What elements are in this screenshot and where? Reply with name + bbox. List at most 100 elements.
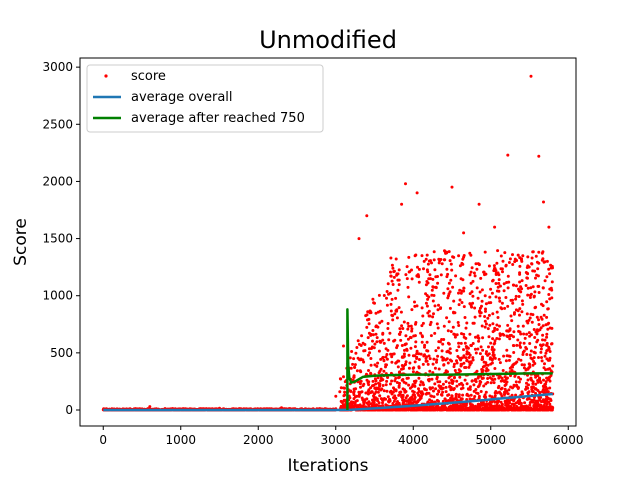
score-point bbox=[535, 260, 539, 264]
score-point bbox=[504, 399, 508, 403]
score-point bbox=[429, 334, 433, 338]
score-point bbox=[415, 352, 419, 356]
score-point bbox=[460, 408, 464, 412]
score-point bbox=[511, 283, 515, 287]
score-point bbox=[362, 382, 366, 386]
score-point bbox=[409, 336, 413, 340]
score-point bbox=[506, 153, 510, 157]
score-point bbox=[342, 375, 345, 379]
score-point bbox=[500, 267, 504, 271]
score-point bbox=[396, 272, 400, 276]
score-point bbox=[371, 384, 374, 388]
score-point bbox=[359, 379, 363, 383]
score-point bbox=[378, 309, 382, 313]
score-point bbox=[547, 345, 551, 349]
score-point bbox=[545, 395, 549, 399]
score-point bbox=[422, 267, 425, 271]
score-point bbox=[473, 306, 477, 310]
score-point bbox=[518, 307, 522, 311]
score-point bbox=[486, 363, 490, 367]
score-point bbox=[353, 395, 357, 399]
legend-box bbox=[86, 64, 324, 133]
score-point bbox=[441, 358, 445, 362]
score-point bbox=[472, 389, 476, 393]
score-point bbox=[425, 359, 429, 363]
score-point bbox=[468, 408, 471, 412]
score-point bbox=[369, 371, 373, 375]
score-point bbox=[534, 399, 538, 403]
score-point bbox=[427, 259, 431, 263]
score-point bbox=[359, 385, 362, 389]
score-point bbox=[367, 388, 371, 392]
score-point bbox=[511, 253, 514, 257]
y-tick-label: 1500 bbox=[42, 232, 73, 246]
score-point bbox=[530, 378, 533, 382]
score-point bbox=[427, 377, 431, 381]
score-point bbox=[375, 336, 379, 340]
score-point bbox=[537, 318, 540, 322]
score-point bbox=[546, 307, 550, 311]
score-point bbox=[365, 214, 369, 218]
score-point bbox=[497, 357, 501, 361]
y-tick-label: 3000 bbox=[42, 60, 73, 74]
x-tick-label: 6000 bbox=[553, 433, 584, 447]
score-point bbox=[386, 327, 390, 330]
score-point bbox=[447, 381, 451, 385]
score-point bbox=[449, 397, 453, 401]
score-point bbox=[493, 339, 497, 343]
score-point bbox=[512, 383, 516, 387]
score-point bbox=[483, 315, 487, 318]
score-point bbox=[428, 386, 432, 390]
score-point bbox=[372, 346, 376, 350]
score-point bbox=[523, 401, 527, 405]
score-point bbox=[508, 328, 512, 332]
score-point bbox=[493, 367, 497, 370]
score-point bbox=[490, 348, 494, 351]
score-point bbox=[480, 403, 484, 407]
score-point bbox=[537, 323, 541, 326]
score-point bbox=[475, 405, 479, 409]
score-point bbox=[348, 356, 352, 360]
score-point bbox=[528, 342, 532, 345]
score-point bbox=[505, 348, 509, 352]
score-point bbox=[450, 380, 454, 384]
score-point bbox=[451, 407, 455, 411]
score-point bbox=[487, 406, 491, 410]
score-point bbox=[459, 341, 463, 345]
score-point bbox=[410, 277, 414, 281]
score-point bbox=[538, 376, 542, 380]
score-point bbox=[506, 335, 510, 339]
score-point bbox=[479, 345, 483, 349]
score-point bbox=[483, 393, 487, 397]
score-point bbox=[503, 251, 507, 255]
score-point bbox=[489, 381, 493, 385]
score-point bbox=[374, 311, 378, 315]
score-point bbox=[484, 322, 488, 326]
score-point bbox=[365, 401, 369, 405]
score-point bbox=[445, 316, 449, 320]
score-point bbox=[527, 397, 531, 401]
score-point bbox=[455, 384, 459, 388]
score-point bbox=[545, 259, 549, 263]
score-point bbox=[526, 255, 530, 259]
score-point bbox=[388, 291, 392, 295]
score-point bbox=[452, 376, 456, 380]
score-point bbox=[515, 343, 519, 347]
score-point bbox=[494, 295, 498, 299]
score-point bbox=[436, 346, 440, 350]
score-point bbox=[467, 387, 471, 391]
score-point bbox=[474, 378, 477, 381]
score-point bbox=[512, 362, 516, 366]
score-point bbox=[363, 349, 367, 353]
score-point bbox=[503, 306, 507, 310]
score-point bbox=[522, 363, 526, 367]
score-point bbox=[541, 257, 545, 261]
score-point bbox=[470, 379, 474, 383]
score-point bbox=[365, 397, 369, 401]
score-point bbox=[480, 368, 484, 371]
score-point bbox=[391, 318, 395, 322]
score-point bbox=[532, 350, 536, 354]
score-point bbox=[516, 324, 520, 328]
score-point bbox=[447, 320, 451, 324]
score-point bbox=[507, 261, 511, 264]
